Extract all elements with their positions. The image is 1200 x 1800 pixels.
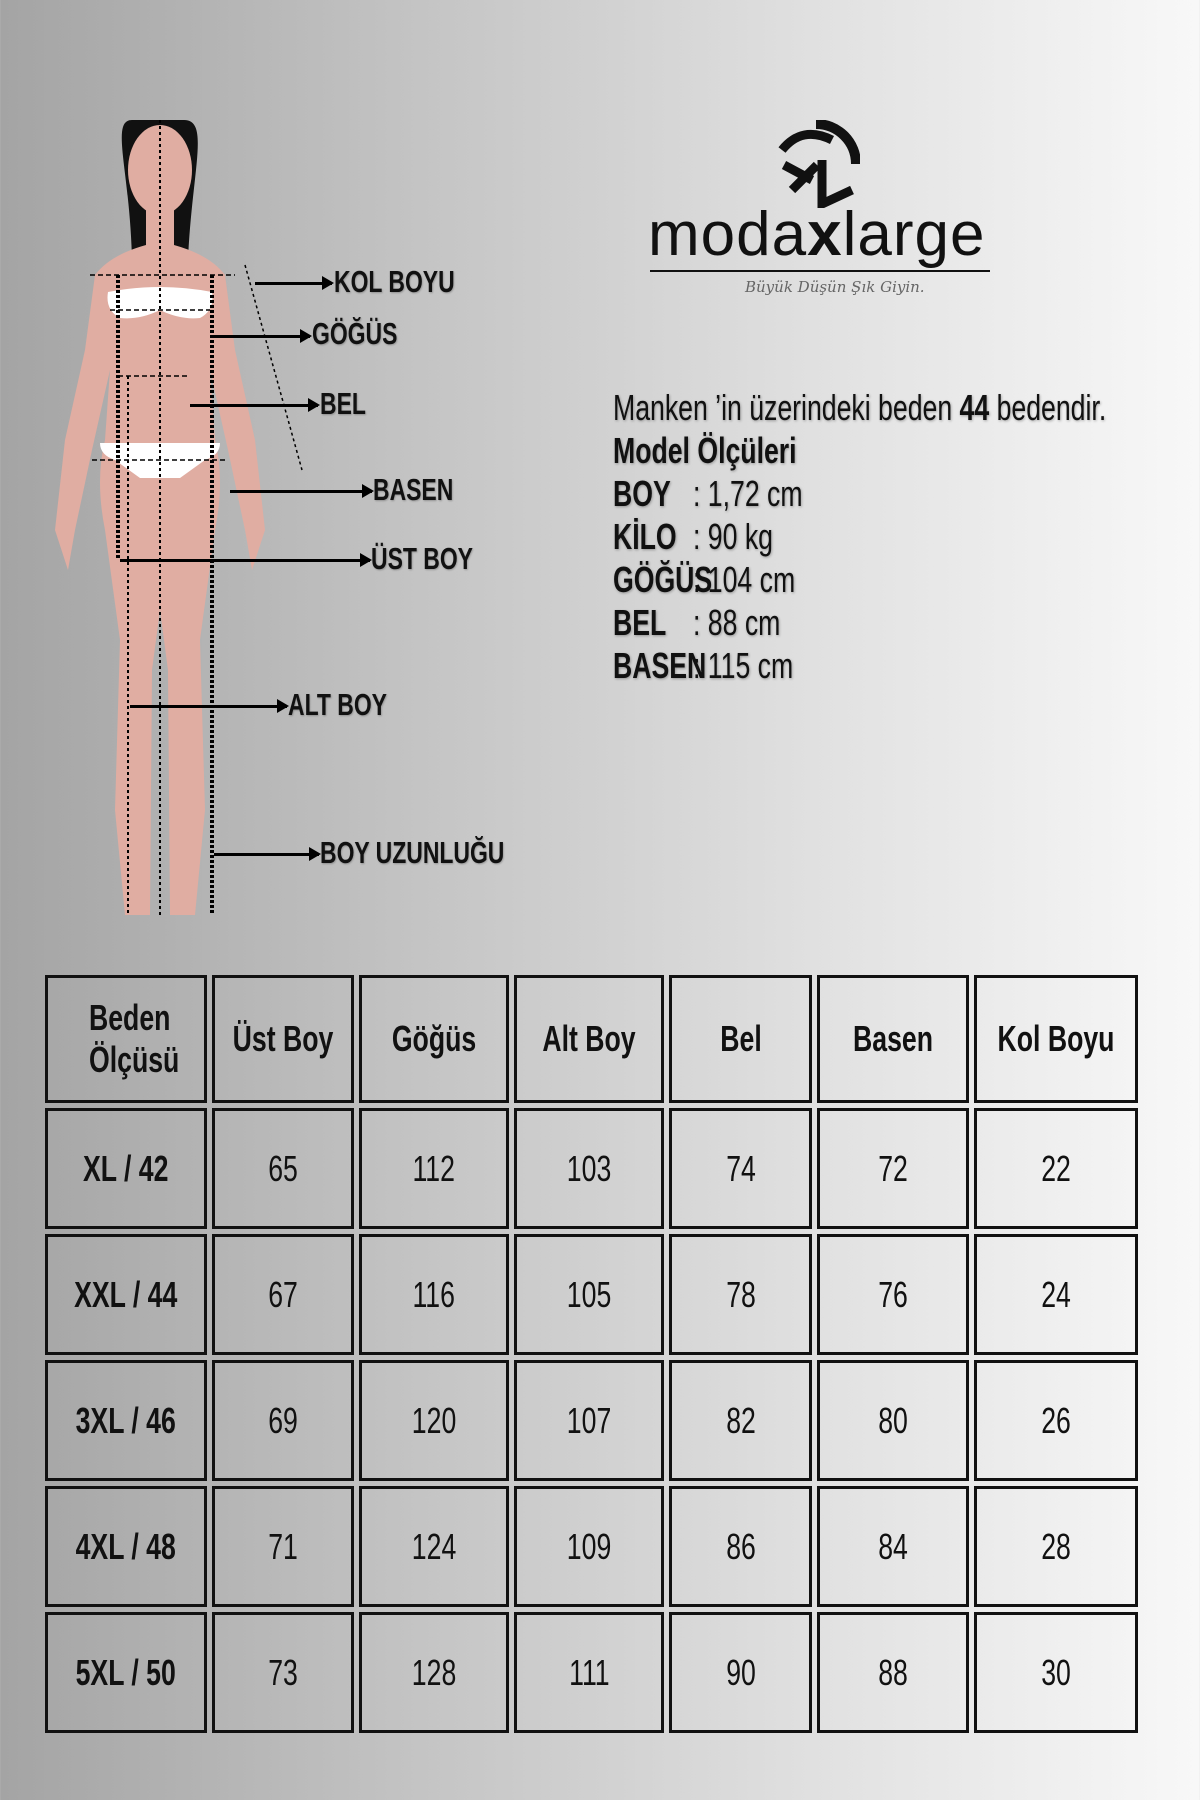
measurement-cell: 24 (974, 1234, 1139, 1355)
measurement-cell: 78 (669, 1234, 813, 1355)
table-header-row: Beden Ölçüsü Üst Boy Göğüs Alt Boy Bel Basen K… (45, 975, 1139, 1103)
measurement-cell: 86 (669, 1486, 813, 1607)
arrow-boy-uzunlugu (214, 847, 321, 861)
measurement-cell: 73 (212, 1612, 355, 1733)
measurement-cell: 105 (514, 1234, 665, 1355)
measurement-cell: 90 (669, 1612, 813, 1733)
table-row: XL / 42 65 112 103 74 72 22 (45, 1108, 1139, 1229)
arrow-kol-boyu (255, 276, 334, 290)
measurement-cell: 30 (974, 1612, 1139, 1733)
column-header: Basen (817, 975, 970, 1103)
column-header: Üst Boy (212, 975, 355, 1103)
measurement-cell: 107 (514, 1360, 665, 1481)
model-row-basen: BASEN: 115 cm (613, 645, 794, 686)
measurement-cell: 124 (359, 1486, 510, 1607)
model-row-gogus: GÖĞÜS: 104 cm (613, 559, 796, 600)
measurement-cell: 84 (817, 1486, 970, 1607)
mannequin-size-line: Manken ’in üzerindeki beden 44 bedendir. (613, 387, 1107, 428)
measurement-cell: 88 (817, 1612, 970, 1733)
measurement-cell: 112 (359, 1108, 510, 1229)
measurement-cell: 109 (514, 1486, 665, 1607)
measurement-cell: 76 (817, 1234, 970, 1355)
arrow-gogus (210, 329, 312, 343)
arrow-alt-boy (130, 699, 289, 713)
label-alt-boy: ALT BOY (288, 687, 387, 722)
body-measurement-figure (55, 120, 303, 915)
size-cell: XXL / 44 (45, 1234, 207, 1355)
column-header: Alt Boy (514, 975, 665, 1103)
table-row: XXL / 44 67 116 105 78 76 24 (45, 1234, 1139, 1355)
label-gogus: GÖĞÜS (312, 316, 398, 351)
label-bel: BEL (320, 386, 366, 421)
column-header: Bel (669, 975, 813, 1103)
mxl-logo-icon (778, 120, 860, 208)
size-cell: XL / 42 (45, 1108, 207, 1229)
measurement-cell: 74 (669, 1108, 813, 1229)
measurement-cell: 26 (974, 1360, 1139, 1481)
brand-tagline: Büyük Düşün Şık Giyin. (745, 278, 925, 296)
size-cell: 3XL / 46 (45, 1360, 207, 1481)
table-row: 4XL / 48 71 124 109 86 84 28 (45, 1486, 1139, 1607)
measurement-cell: 22 (974, 1108, 1139, 1229)
measurement-cell: 120 (359, 1360, 510, 1481)
measurement-cell: 116 (359, 1234, 510, 1355)
label-boy-uzunlugu: BOY UZUNLUĞU (320, 835, 505, 870)
measurement-cell: 72 (817, 1108, 970, 1229)
arrow-ust-boy (120, 553, 372, 567)
size-cell: 4XL / 48 (45, 1486, 207, 1607)
model-row-boy: BOY: 1,72 cm (613, 473, 803, 514)
model-measurements-title: Model Ölçüleri (613, 430, 797, 471)
measurement-cell: 103 (514, 1108, 665, 1229)
measurement-cell: 67 (212, 1234, 355, 1355)
size-cell: 5XL / 50 (45, 1612, 207, 1733)
model-info: Manken ’in üzerindeki beden 44 bedendir.… (613, 386, 1200, 687)
label-kol-boyu: KOL BOYU (334, 264, 455, 299)
measurement-cell: 111 (514, 1612, 665, 1733)
measurement-cell: 71 (212, 1486, 355, 1607)
measurement-guides (90, 120, 303, 915)
column-header: Göğüs (359, 975, 510, 1103)
size-chart-table: Beden Ölçüsü Üst Boy Göğüs Alt Boy Bel Basen K… (40, 970, 1143, 1738)
measurement-cell: 69 (212, 1360, 355, 1481)
label-ust-boy: ÜST BOY (371, 541, 473, 576)
measurement-cell: 128 (359, 1612, 510, 1733)
brand-wordmark: modaxlarge (648, 200, 986, 269)
arrow-bel (190, 398, 320, 412)
model-row-kilo: KİLO: 90 kg (613, 516, 773, 557)
measurement-cell: 65 (212, 1108, 355, 1229)
measurement-cell: 28 (974, 1486, 1139, 1607)
brand-underline (650, 270, 990, 272)
column-header: Kol Boyu (974, 975, 1139, 1103)
table-row: 3XL / 46 69 120 107 82 80 26 (45, 1360, 1139, 1481)
label-basen: BASEN (373, 472, 454, 507)
measurement-cell: 80 (817, 1360, 970, 1481)
column-header: Beden Ölçüsü (45, 975, 207, 1103)
measurement-cell: 82 (669, 1360, 813, 1481)
model-row-bel: BEL: 88 cm (613, 602, 781, 643)
table-row: 5XL / 50 73 128 111 90 88 30 (45, 1612, 1139, 1733)
arrow-basen (230, 484, 374, 498)
